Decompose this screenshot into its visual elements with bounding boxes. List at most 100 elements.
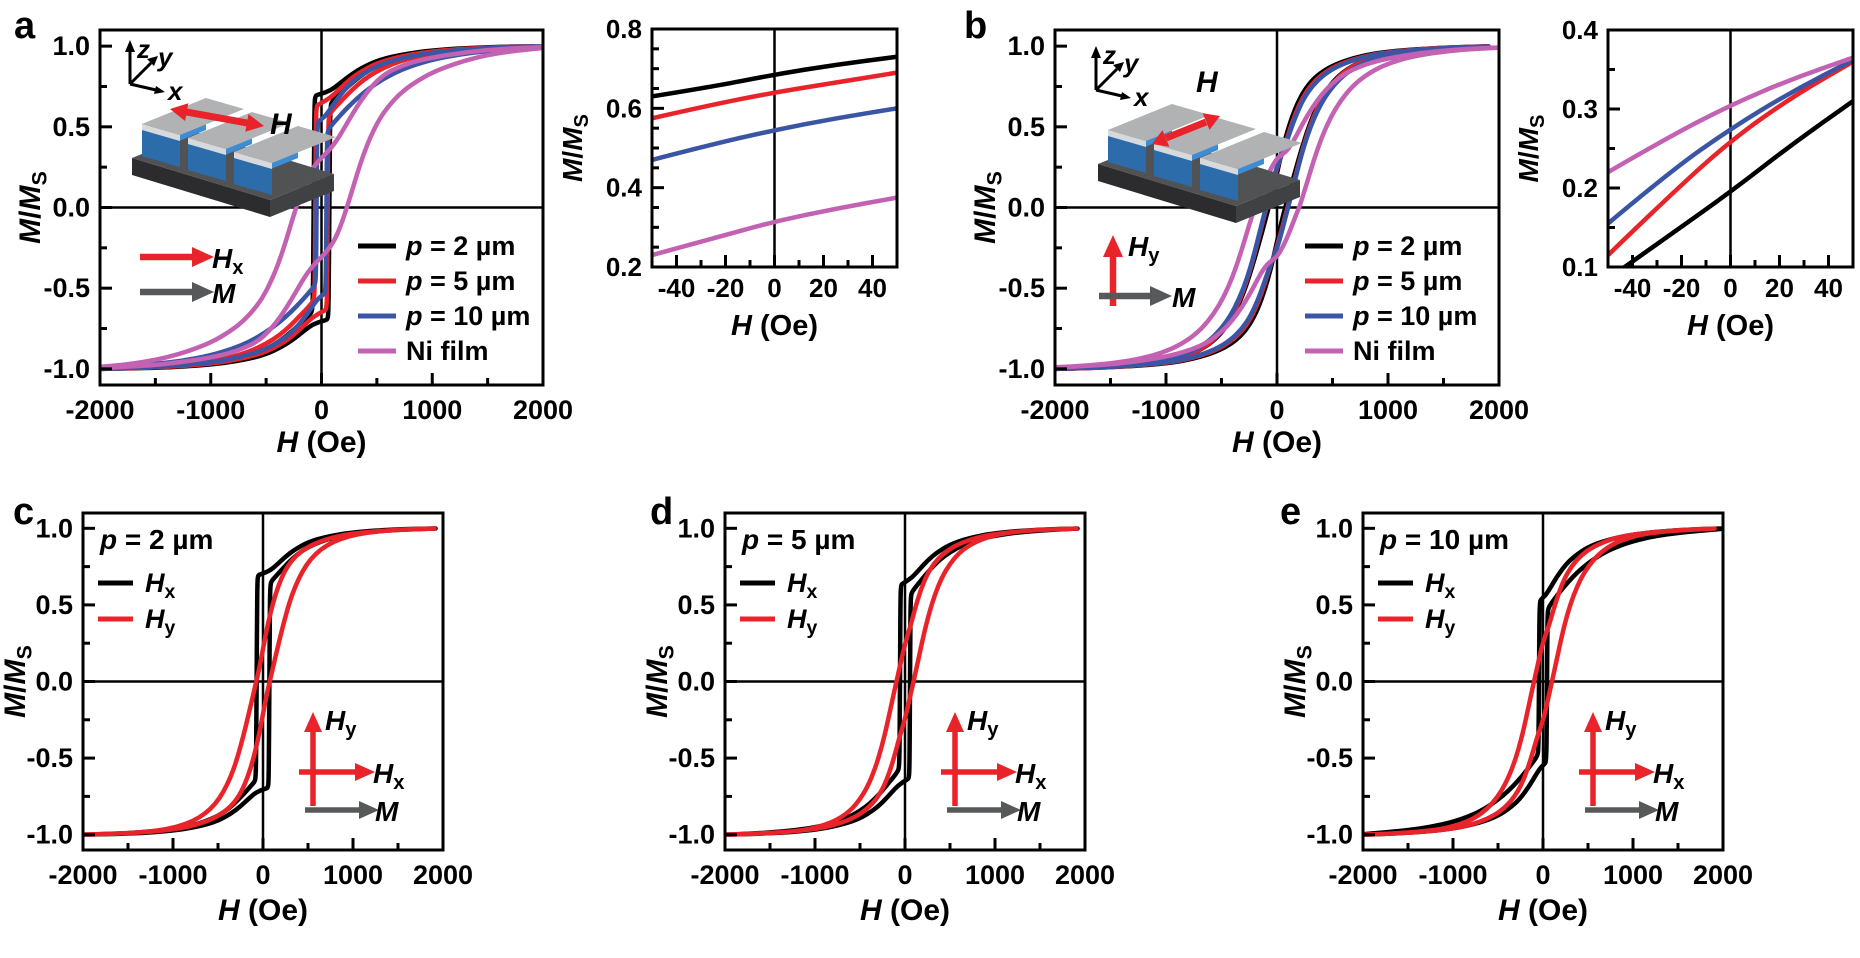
x-axis-label: H (Oe): [1687, 310, 1774, 342]
coordinate-axes: [1094, 56, 1123, 98]
ni-stripe: [1200, 132, 1302, 201]
panel-c: -2000 -1000 0 1000 2000 -1.0 -0.5 0.0 0.5 1.0 H (O…: [0, 511, 473, 927]
y-tick-label: 0.4: [1562, 15, 1599, 45]
annotation-arrow: [1579, 763, 1655, 781]
panel-ib: -40 -20 0 20 40 0.1 0.2 0.3 0.4 H (Oe) M/MS: [1513, 15, 1855, 342]
x-tick-label: -2000: [1020, 395, 1089, 425]
tick-labels: -40 -20 0 20 40 0.1 0.2 0.3 0.4: [1562, 15, 1843, 303]
curves: [1608, 55, 1853, 267]
curve-Ni film: [1608, 55, 1853, 175]
y-tick-label: 1.0: [1007, 31, 1045, 61]
y-tick-label: 0.5: [1007, 112, 1045, 142]
legend-label: p = 5 µm: [405, 266, 515, 296]
legend: p = 2 µm p = 5 µm p = 10 µm Ni film: [1305, 231, 1477, 366]
annotation-arrow-label: Hy: [325, 705, 357, 741]
legend-label: Ni film: [406, 336, 489, 366]
panel-letter-d: d: [650, 491, 673, 533]
y-tick-label: 0.5: [52, 112, 90, 142]
y-tick-label: -1.0: [668, 820, 715, 850]
y-tick-label: -0.5: [43, 273, 90, 303]
annotation-arrow: [947, 801, 1021, 819]
panel-letter-a: a: [14, 5, 36, 47]
field-label-H: H: [1196, 66, 1219, 99]
y-axis-label: M/MS: [641, 645, 679, 718]
plot-frame: [1361, 511, 1725, 852]
y-axis-label: M/MS: [1513, 115, 1549, 183]
x-tick-label: 40: [1814, 273, 1843, 303]
curve-p = 10 µm: [652, 106, 897, 163]
substrate-top: [1098, 138, 1300, 206]
substrate-front: [132, 158, 270, 217]
legend-label: Hx: [1425, 568, 1456, 603]
x-tick-label: -2000: [48, 860, 117, 890]
annotation-arrow: [946, 712, 964, 806]
annotation-arrow-label: M: [212, 278, 236, 309]
substrate-front: [1098, 164, 1236, 223]
annotation-arrow-label: M: [1172, 282, 1196, 313]
y-axis-label: M/MS: [969, 171, 1007, 244]
x-tick-label: 0: [1269, 395, 1284, 425]
x-tick-label: 2000: [413, 860, 473, 890]
x-tick-label: 0: [897, 860, 912, 890]
x-tick-label: 20: [1765, 273, 1794, 303]
y-tick-label: -1.0: [26, 820, 73, 850]
axis-label-z: z: [136, 34, 150, 64]
y-tick-label: 0.6: [606, 93, 642, 123]
curve-p = 2 µm: [652, 54, 897, 99]
panel-ia: -40 -20 0 20 40 0.2 0.4 0.6 0.8 H (Oe) M/MS: [557, 14, 899, 342]
legend-label: p = 10 µm: [1352, 301, 1477, 331]
y-tick-label: 0.0: [677, 667, 715, 697]
x-tick-label: 20: [809, 273, 838, 303]
substrate-side: [1236, 180, 1300, 223]
annotation-arrow-label: Hy: [1128, 231, 1160, 267]
x-tick-label: 1000: [965, 860, 1025, 890]
ni-stripe: [142, 98, 244, 167]
annotation-arrow: [1099, 286, 1172, 306]
device-schematic-a: z y x H: [125, 34, 336, 217]
legend: p = 2 µm p = 5 µm p = 10 µm Ni film: [358, 231, 530, 366]
annotation-arrow-label: M: [375, 796, 399, 827]
x-tick-label: -2000: [690, 860, 759, 890]
device-schematic-b: z y x H: [1091, 40, 1302, 223]
x-tick-label: 2000: [513, 395, 573, 425]
legend-label: Hx: [787, 568, 818, 603]
x-tick-label: 0: [767, 273, 781, 303]
ni-stripe: [234, 126, 336, 195]
y-tick-label: -0.5: [998, 273, 1045, 303]
annotation-arrow: [941, 763, 1017, 781]
x-tick-label: 2000: [1469, 395, 1529, 425]
y-axis-label: M/MS: [1279, 645, 1317, 718]
annotation-arrow: [1585, 801, 1659, 819]
x-tick-label: 0: [1723, 273, 1737, 303]
x-tick-label: 2000: [1055, 860, 1115, 890]
y-tick-label: 0.0: [1007, 193, 1045, 223]
x-tick-label: 0: [255, 860, 270, 890]
panel-b: -2000 -1000 0 1000 2000 -1.0 -0.5 0.0 0.5 1.0 H (O…: [969, 28, 1529, 459]
curve-p = 2 µm: [1620, 98, 1853, 267]
coordinate-axes: [128, 50, 157, 92]
legend-title: p = 2 µm: [99, 524, 213, 555]
curves: [725, 526, 1080, 837]
legend-label: Hy: [787, 604, 818, 639]
y-tick-label: 0.5: [1315, 590, 1353, 620]
legend-label: p = 2 µm: [1352, 231, 1462, 261]
x-tick-label: 1000: [1358, 395, 1418, 425]
plot-frame: [1606, 28, 1855, 269]
annotation-arrow-label: Hx: [1653, 758, 1685, 794]
ni-stripe: [1108, 104, 1210, 173]
annotation-arrow-label: M: [1017, 796, 1041, 827]
curve-hy_p2: [83, 526, 437, 837]
substrate-side: [270, 174, 334, 217]
axis-label-y: y: [1122, 48, 1140, 78]
y-tick-label: -0.5: [668, 743, 715, 773]
curves: [83, 526, 438, 837]
coordinate-axes-heads: [1091, 46, 1131, 100]
panel-e: -2000 -1000 0 1000 2000 -1.0 -0.5 0.0 0.5 1.0 H (O…: [1279, 511, 1753, 927]
y-axis-label: M/MS: [14, 171, 52, 244]
annotation-arrow-label: Hx: [212, 243, 244, 279]
annotation-arrow-label: Hx: [373, 758, 405, 794]
x-axis-label: H (Oe): [860, 894, 950, 927]
y-axis-label: M/MS: [0, 645, 37, 718]
